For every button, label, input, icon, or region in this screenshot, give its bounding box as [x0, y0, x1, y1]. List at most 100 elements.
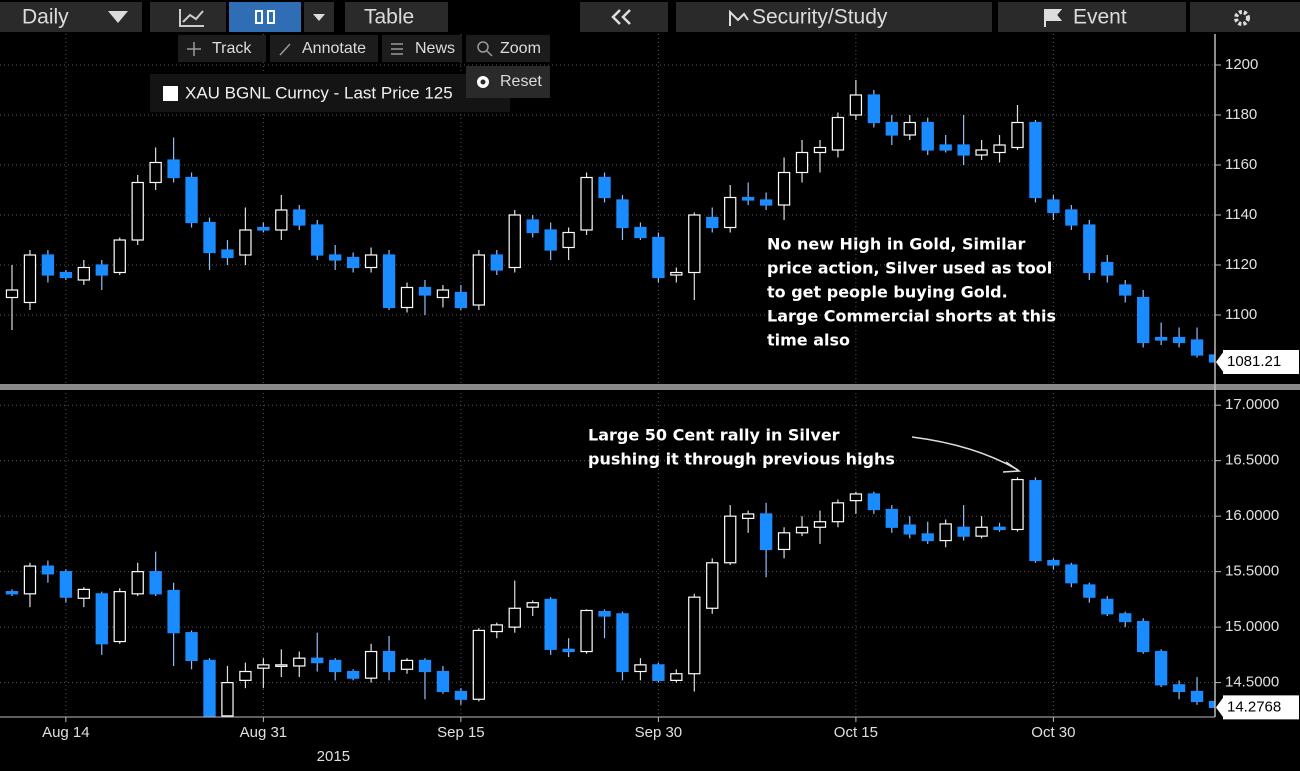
candle-body — [41, 565, 55, 575]
candle-body — [221, 682, 234, 717]
candle-body — [1065, 564, 1078, 584]
candles — [5, 80, 1215, 365]
candle-body — [454, 690, 468, 700]
dropdown-icon — [108, 11, 128, 23]
candle-body — [867, 94, 881, 124]
candle-body — [813, 521, 827, 528]
period-label: Daily — [22, 6, 69, 29]
candle-body — [1154, 650, 1168, 686]
candle-body — [759, 199, 773, 206]
candle-body — [95, 593, 108, 645]
candle-body — [741, 196, 755, 201]
last-price-pointer — [1216, 696, 1224, 719]
security-study-button[interactable] — [676, 2, 992, 32]
candle-body — [1172, 336, 1186, 344]
candle-body — [149, 161, 162, 184]
candle-body — [1011, 478, 1024, 531]
candle-body — [795, 151, 809, 174]
candle-body — [526, 602, 539, 608]
candles — [5, 477, 1215, 717]
candle-body — [831, 116, 845, 151]
y-tick-label: 14.5000 — [1225, 674, 1279, 691]
last-price-pointer — [1216, 350, 1224, 373]
candle-body — [580, 609, 593, 653]
annotation-line: time also — [767, 331, 850, 350]
candle-body — [795, 526, 809, 534]
candle-body — [939, 523, 952, 542]
news-label: News — [415, 40, 455, 57]
candle-body — [131, 181, 144, 241]
settings-button[interactable] — [1190, 2, 1300, 32]
candle-body — [634, 664, 647, 673]
annotation-line: Large 50 Cent rally in Silver — [588, 426, 840, 445]
candle-body — [239, 670, 252, 681]
candle-body — [95, 264, 108, 276]
track-icon — [187, 42, 201, 56]
candle-body — [688, 596, 701, 675]
candle-body — [975, 526, 988, 537]
candle-body — [670, 673, 683, 681]
candle-body — [921, 121, 934, 151]
last-price-box — [1223, 349, 1299, 374]
panel: 1100 1120 1140 1160 1180 1200 1081.21 No new Hi… — [0, 30, 1299, 383]
candle-body — [364, 254, 378, 269]
candle-body — [221, 249, 234, 259]
candle-body — [329, 659, 342, 673]
y-tick-label: 16.0000 — [1225, 507, 1279, 524]
candle-body — [867, 493, 881, 511]
candle-chart-button[interactable] — [229, 2, 301, 32]
track-label: Track — [212, 40, 252, 57]
candle-body — [975, 149, 988, 156]
candle-body — [59, 571, 73, 598]
legend-swatch — [163, 86, 178, 101]
annotation-line: No new High in Gold, Similar — [767, 235, 1025, 254]
candle-body — [346, 670, 360, 679]
candle-icon — [255, 10, 263, 24]
candle-body — [23, 565, 37, 595]
event-button[interactable] — [998, 2, 1186, 32]
legend-box — [150, 74, 510, 112]
candle-body — [311, 224, 324, 256]
candle-body — [1047, 199, 1060, 214]
candle-body — [490, 624, 503, 633]
y-tick-label: 1100 — [1225, 306, 1257, 323]
candle-body — [544, 598, 557, 650]
candle-body — [580, 176, 593, 231]
candle-body — [849, 493, 863, 502]
candle-body — [1137, 620, 1150, 653]
gear-icon — [1234, 10, 1250, 26]
candle-body — [23, 254, 37, 304]
annotate-button[interactable] — [270, 35, 378, 62]
candle-body — [741, 513, 755, 519]
candle-body — [1101, 598, 1114, 615]
x-tick-label: Sep 15 — [437, 724, 485, 741]
candle-body — [275, 664, 288, 667]
table-button[interactable] — [345, 2, 448, 32]
annotation-line: price action, Silver used as tool — [767, 259, 1052, 278]
candle-icon — [267, 10, 275, 24]
candle-body — [831, 502, 845, 523]
annotation-line: Large Commercial shorts at this — [767, 307, 1056, 326]
candle-body — [5, 289, 19, 299]
candle-body — [813, 146, 827, 154]
candle-body — [275, 209, 288, 231]
x-tick-label: Oct 30 — [1031, 724, 1075, 741]
candle-body — [113, 239, 126, 274]
candle-body — [454, 291, 468, 309]
y-tick-label: 1160 — [1225, 156, 1257, 173]
candle-body — [993, 526, 1006, 531]
candle-body — [167, 589, 180, 634]
annotation-arrow — [911, 436, 1019, 471]
candle-body — [885, 121, 898, 136]
candle-body — [346, 256, 360, 269]
candle-body — [203, 659, 216, 717]
candle-body — [203, 221, 216, 254]
candle-body — [382, 254, 396, 309]
zoom-button[interactable] — [466, 35, 550, 62]
toolbar: Daily Table Security/Study Event — [0, 0, 1300, 34]
zoom-label: Zoom — [500, 40, 541, 57]
news-icon — [391, 43, 403, 55]
zoom-icon — [486, 50, 493, 57]
candle-body — [652, 664, 665, 681]
